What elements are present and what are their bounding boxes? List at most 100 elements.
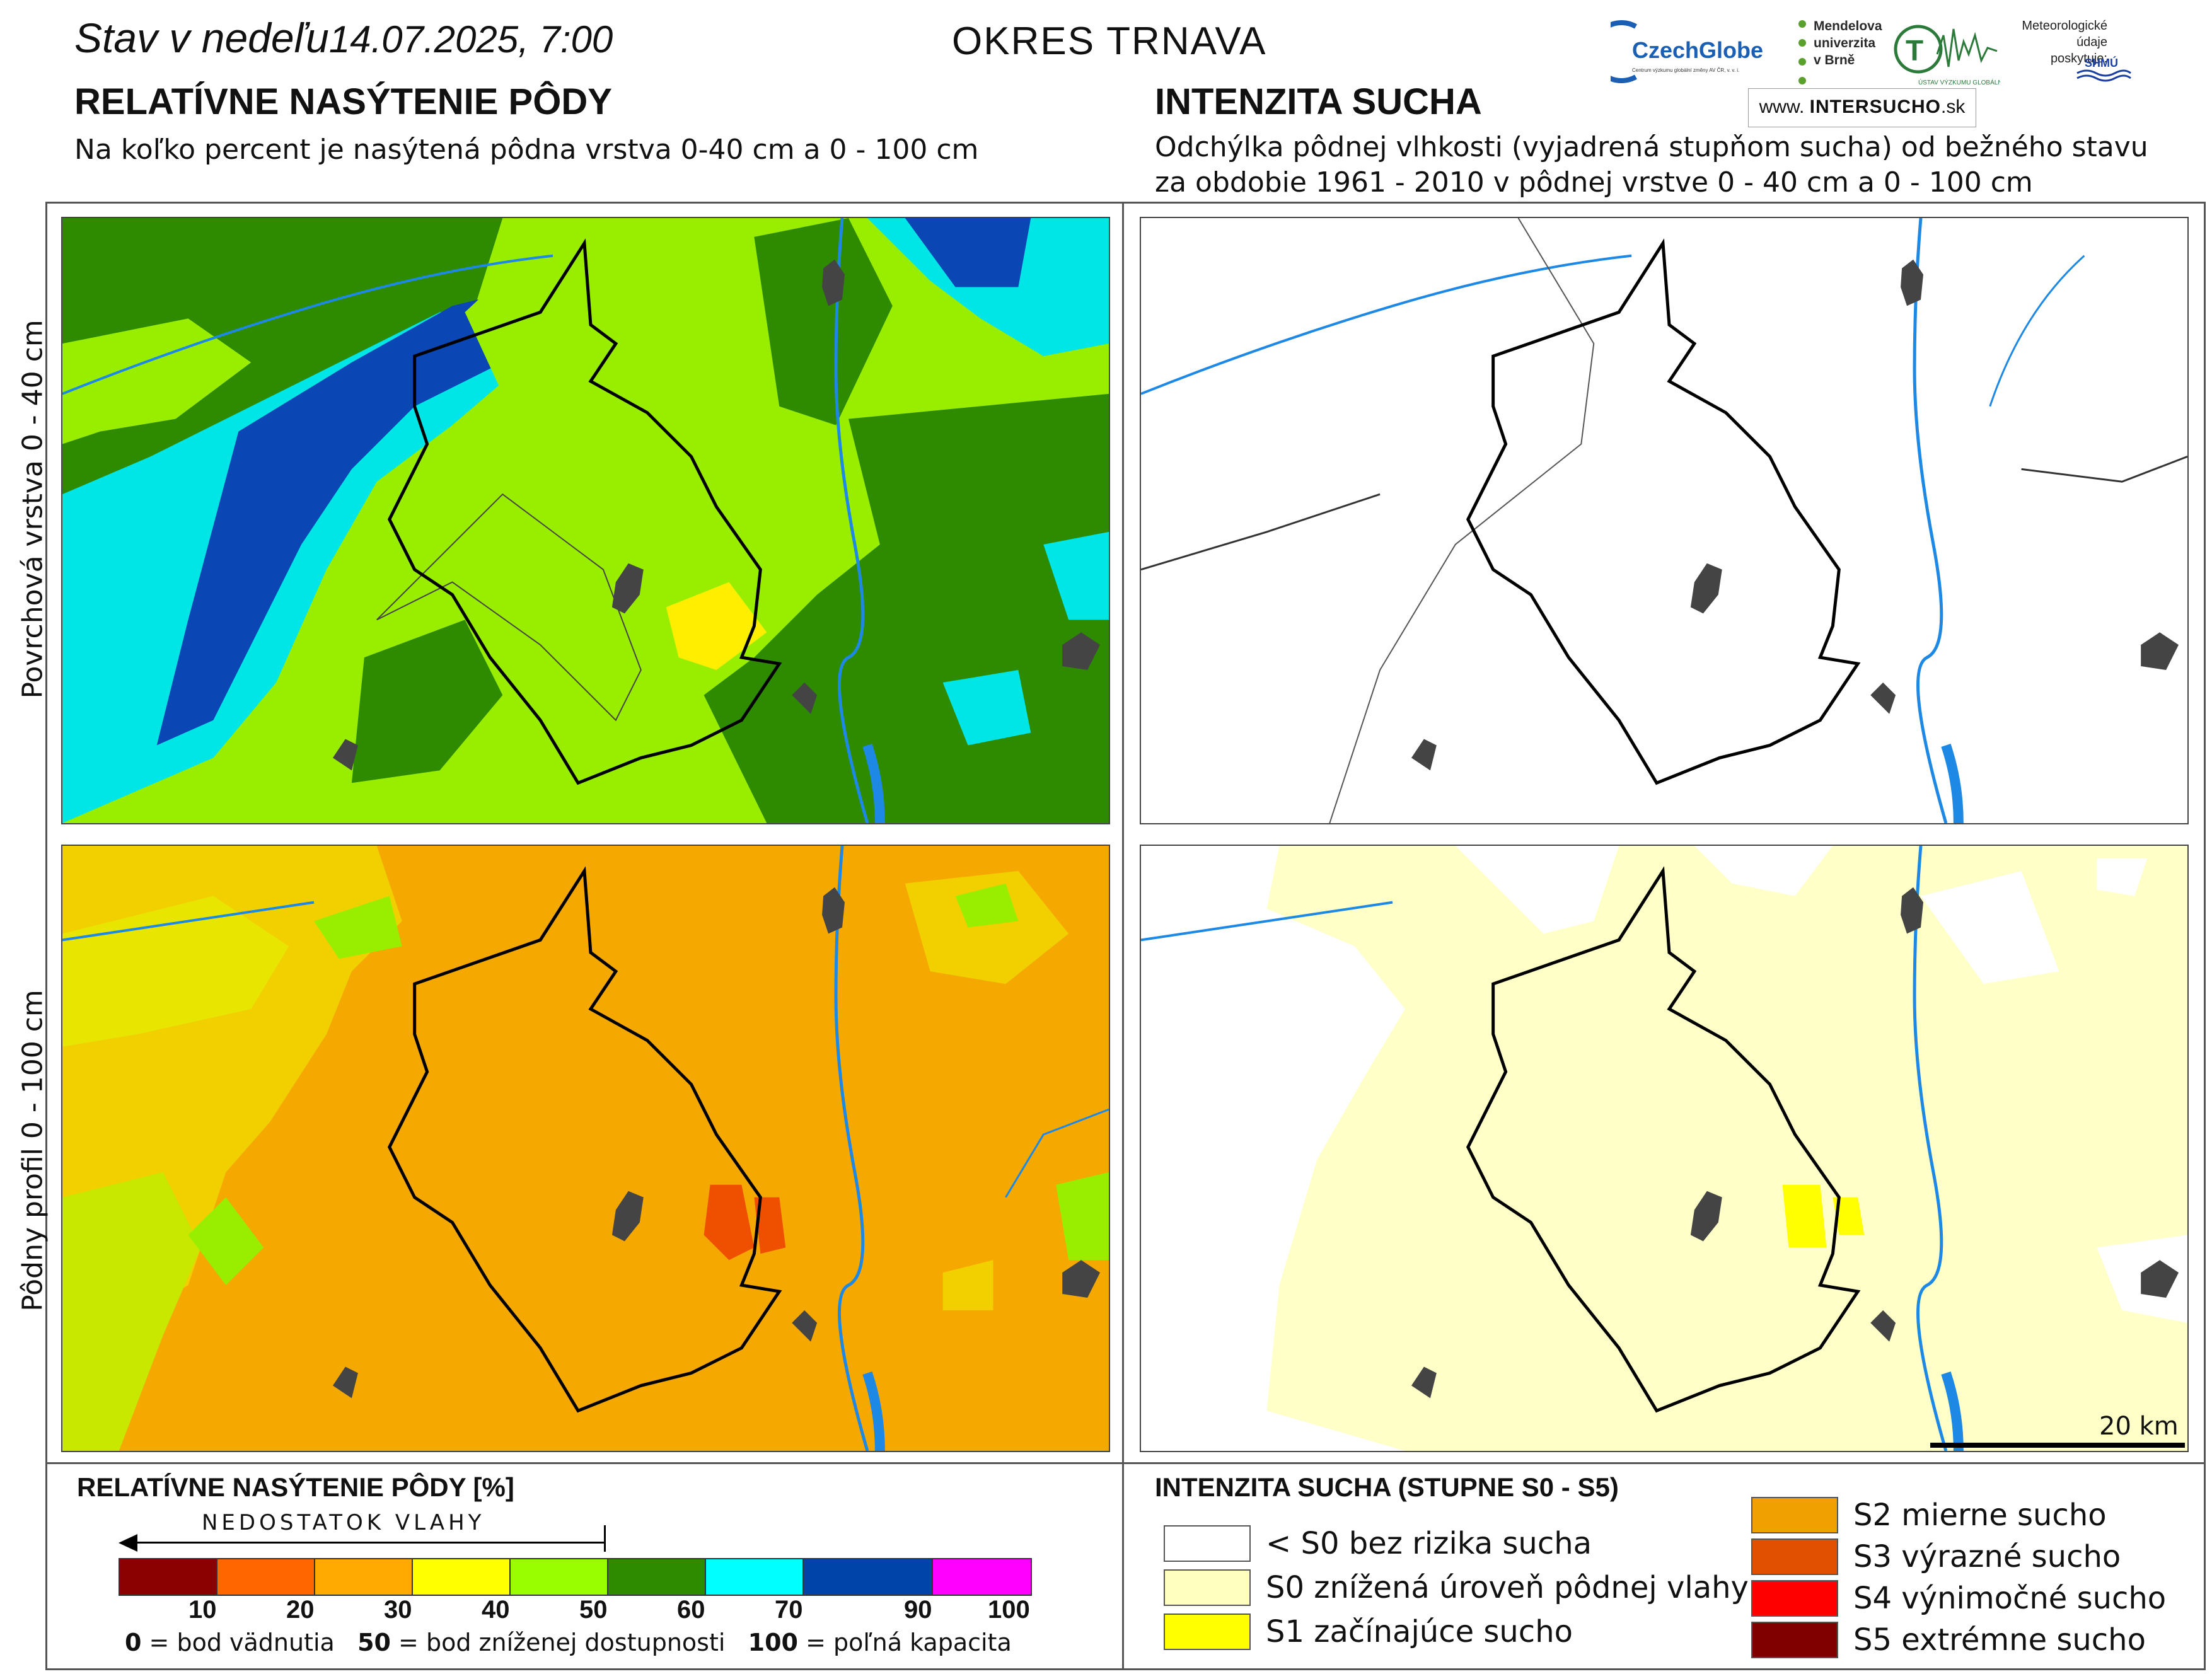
uvz-text: ÚSTAV VÝZKUMU GLOBÁLNÍ ZMĚNY [1918, 78, 2000, 86]
note-0-text: = bod vädnutia [141, 1629, 335, 1656]
intersucho-link[interactable]: www. INTERSUCHO.sk [1748, 88, 1976, 127]
meteo-line-1: Meteorologické [2022, 19, 2107, 33]
note-50-text: = bod zníženej dostupnosti [390, 1629, 726, 1656]
note-0-value: 0 [125, 1629, 142, 1656]
drought-legend-swatch [1751, 1580, 1838, 1617]
drought-legend-swatch [1751, 1538, 1838, 1575]
drought-legend-label: S0 znížená úroveň pôdnej vlahy [1266, 1570, 1749, 1605]
czechglobe-logo[interactable]: CzechGlobe Centrum výzkumu globální změn… [1590, 14, 1793, 88]
shmu-logo[interactable]: SHMÚ [2064, 49, 2134, 87]
scale-bar [1930, 1443, 2185, 1448]
drought-legend-label: < S0 bez rizika sucha [1266, 1526, 1592, 1561]
district-boundary [1466, 866, 1861, 1413]
intersucho-name: INTERSUCHO [1809, 96, 1942, 117]
saturation-class-30-40 [413, 1559, 511, 1595]
drought-legend-label: S1 začínajúce sucho [1266, 1614, 1573, 1649]
drought-legend-swatch [1164, 1569, 1251, 1606]
saturation-class-20-30 [315, 1559, 413, 1595]
meteo-line-3: poskytuje: [2050, 52, 2107, 66]
figure-frame [45, 202, 2206, 1670]
drought-legend-swatch [1751, 1622, 1838, 1658]
saturation-class-60-70 [706, 1559, 804, 1595]
saturation-class-90-100 [933, 1559, 1031, 1595]
saturation-tick: 50 [579, 1596, 608, 1624]
drought-subtitle-line1: Odchýlka pôdnej vlhkosti (vyjadrená stup… [1155, 131, 2148, 163]
drought-legend-label: S5 extrémne sucho [1853, 1622, 2146, 1658]
map-drought-topsoil[interactable] [1140, 217, 2189, 824]
district-boundary [387, 866, 782, 1413]
drought-legend-title: INTENZITA SUCHA (STUPNE S0 - S5) [1155, 1472, 1619, 1502]
saturation-tick: 20 [286, 1596, 315, 1624]
saturation-class-40-50 [511, 1559, 608, 1595]
saturation-title: RELATÍVNE NASÝTENIE PÔDY [74, 81, 612, 122]
saturation-legend-title: RELATÍVNE NASÝTENIE PÔDY [%] [77, 1472, 514, 1502]
saturation-tick: 30 [384, 1596, 412, 1624]
date-line: Stav v nedeľu14.07.2025, 7:00 [74, 14, 613, 62]
note-50-value: 50 [357, 1629, 391, 1656]
partner-logos: CzechGlobe Centrum výzkumu globální změn… [1590, 11, 2203, 127]
drought-legend-item: S4 výnimočné sucho [1751, 1580, 2166, 1617]
drought-legend-swatch [1164, 1525, 1251, 1562]
czechglobe-subtext: Centrum výzkumu globální změny AV ČR, v.… [1632, 67, 1739, 73]
shmu-name: SHMÚ [2085, 56, 2118, 69]
saturation-tick: 70 [775, 1596, 803, 1624]
saturation-class-10-20 [217, 1559, 315, 1595]
meteo-provider-text: Meteorologické údaje poskytuje: [2000, 18, 2107, 67]
mendel-line-2: univerzita [1814, 36, 1876, 50]
svg-text:T: T [1906, 34, 1923, 67]
saturation-class-70-90 [804, 1559, 933, 1595]
mendel-logo[interactable]: Mendelova univerzita v Brně [1795, 18, 1896, 93]
drought-legend-item: S5 extrémne sucho [1751, 1622, 2146, 1658]
drought-subtitle-line2: za obdobie 1961 - 2010 v pôdnej vrstve 0… [1155, 166, 2033, 199]
saturation-tick: 90 [904, 1596, 932, 1624]
uvz-logo[interactable]: T ÚSTAV VÝZKUMU GLOBÁLNÍ ZMĚNY [1893, 16, 2028, 92]
scale-label: 20 km [2099, 1412, 2179, 1441]
drought-legend-item: S1 začínajúce sucho [1164, 1613, 1573, 1650]
deficit-arrow-line [126, 1542, 605, 1544]
map-drought-profile[interactable] [1140, 845, 2189, 1452]
row-label-topsoil: Povrchová vrstva 0 - 40 cm [16, 320, 49, 699]
saturation-tick: 100 [988, 1596, 1030, 1624]
vertical-divider [1122, 202, 1124, 1670]
district-boundary [387, 238, 782, 785]
drought-legend-item: S0 znížená úroveň pôdnej vlahy [1164, 1569, 1749, 1606]
intersucho-prefix: www. [1759, 96, 1805, 117]
drought-legend-item: S3 výrazné sucho [1751, 1538, 2121, 1575]
district-boundary [1466, 238, 1861, 785]
saturation-class-50-60 [608, 1559, 706, 1595]
drought-legend-item: S2 mierne sucho [1751, 1497, 2107, 1533]
saturation-note: 0 = bod vädnutia 50 = bod zníženej dostu… [125, 1629, 1012, 1656]
drought-legend-item: < S0 bez rizika sucha [1164, 1525, 1592, 1562]
saturation-tick: 60 [677, 1596, 705, 1624]
saturation-color-bar [119, 1558, 1032, 1596]
mendel-line-1: Mendelova [1814, 19, 1882, 33]
intersucho-suffix: .sk [1941, 96, 1966, 117]
saturation-subtitle: Na koľko percent je nasýtená pôdna vrstv… [74, 134, 979, 166]
drought-subtitle: Odchýlka pôdnej vlhkosti (vyjadrená stup… [1155, 130, 2148, 200]
drought-legend-label: S2 mierne sucho [1853, 1498, 2107, 1533]
saturation-tick: 40 [482, 1596, 510, 1624]
drought-legend-swatch [1164, 1613, 1251, 1650]
drought-legend-swatch [1751, 1497, 1838, 1533]
drought-title: INTENZITA SUCHA [1155, 81, 1482, 122]
mendel-line-3: v Brně [1814, 53, 1855, 67]
legend-divider-right [1122, 1462, 2206, 1464]
map-saturation-profile[interactable] [61, 845, 1110, 1452]
town-trnava [611, 563, 644, 614]
deficit-arrow-stop [604, 1525, 606, 1552]
arrow-left-icon [119, 1534, 137, 1552]
drought-legend-label: S4 výnimočné sucho [1853, 1581, 2167, 1616]
date-value: 14.07.2025, 7:00 [328, 18, 613, 61]
map-saturation-topsoil[interactable] [61, 217, 1110, 824]
row-label-profile: Pôdny profil 0 - 100 cm [16, 990, 49, 1312]
note-100-value: 100 [748, 1629, 798, 1656]
mendel-dots-icon [1798, 20, 1806, 84]
czechglobe-name: CzechGlobe [1632, 37, 1763, 63]
note-100-text: = poľná kapacita [798, 1629, 1012, 1656]
meteo-line-2: údaje [2076, 35, 2107, 49]
date-prefix: Stav v nedeľu [74, 14, 329, 61]
saturation-class-0-10 [120, 1559, 217, 1595]
district-title: OKRES TRNAVA [952, 20, 1267, 63]
saturation-tick: 10 [188, 1596, 217, 1624]
deficit-arrow-label: NEDOSTATOK VLAHY [202, 1510, 485, 1535]
